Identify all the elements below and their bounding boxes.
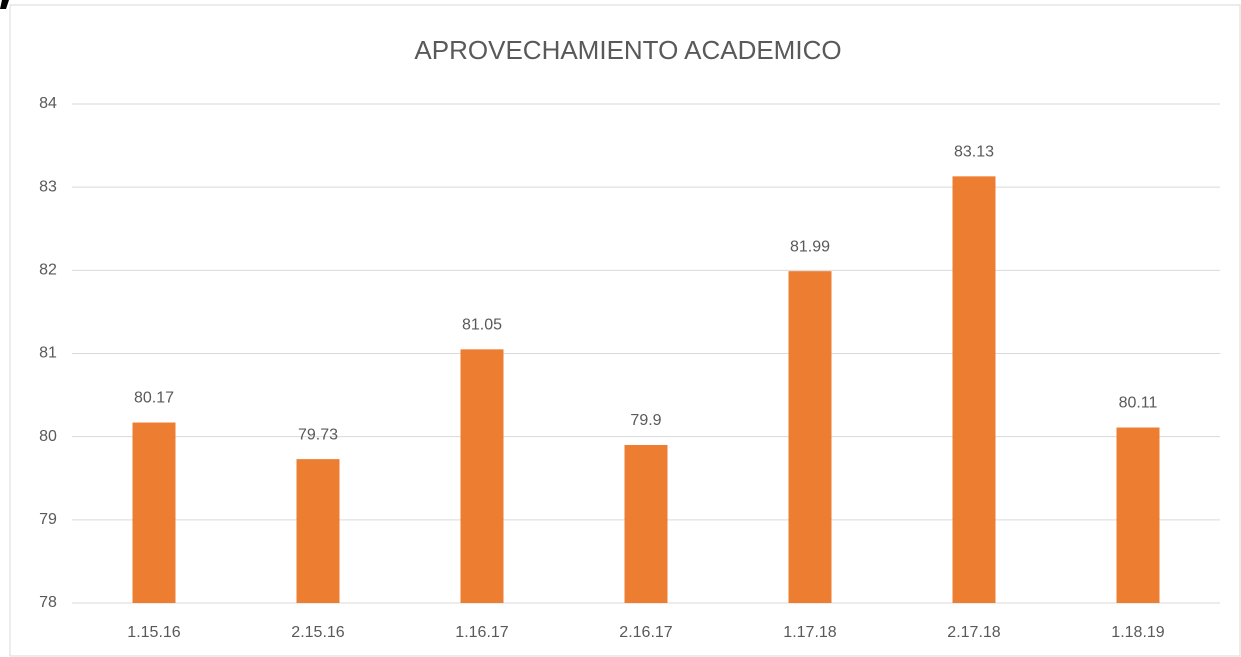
- bar: [952, 176, 996, 604]
- x-tick-label: 1.15.16: [127, 624, 180, 641]
- data-label: 81.05: [462, 317, 502, 334]
- data-label: 79.9: [630, 412, 661, 429]
- bar: [1116, 427, 1160, 603]
- bar: [296, 459, 340, 603]
- y-tick-label: 79: [39, 511, 57, 528]
- y-tick-label: 80: [39, 428, 57, 445]
- y-tick-label: 82: [39, 262, 57, 279]
- x-tick-label: 2.15.16: [291, 624, 344, 641]
- corner-glyph: [0, 0, 9, 9]
- x-tick-label: 2.16.17: [619, 624, 672, 641]
- data-label: 79.73: [298, 426, 338, 443]
- data-label: 81.99: [790, 238, 830, 255]
- y-tick-label: 84: [39, 95, 57, 112]
- bar: [624, 444, 668, 603]
- bar: [460, 349, 504, 603]
- y-tick-label: 81: [39, 345, 57, 362]
- chart-title: APROVECHAMIENTO ACADEMICO: [414, 35, 841, 65]
- x-tick-label: 2.17.18: [947, 624, 1000, 641]
- bar: [788, 271, 832, 603]
- data-label: 83.13: [954, 144, 994, 161]
- x-tick-label: 1.18.19: [1111, 624, 1164, 641]
- y-tick-label: 83: [39, 178, 57, 195]
- bar: [132, 422, 176, 603]
- x-tick-label: 1.17.18: [783, 624, 836, 641]
- x-tick-label: 1.16.17: [455, 624, 508, 641]
- data-label: 80.17: [134, 390, 174, 407]
- data-label: 80.11: [1119, 395, 1158, 412]
- y-tick-label: 78: [39, 594, 57, 611]
